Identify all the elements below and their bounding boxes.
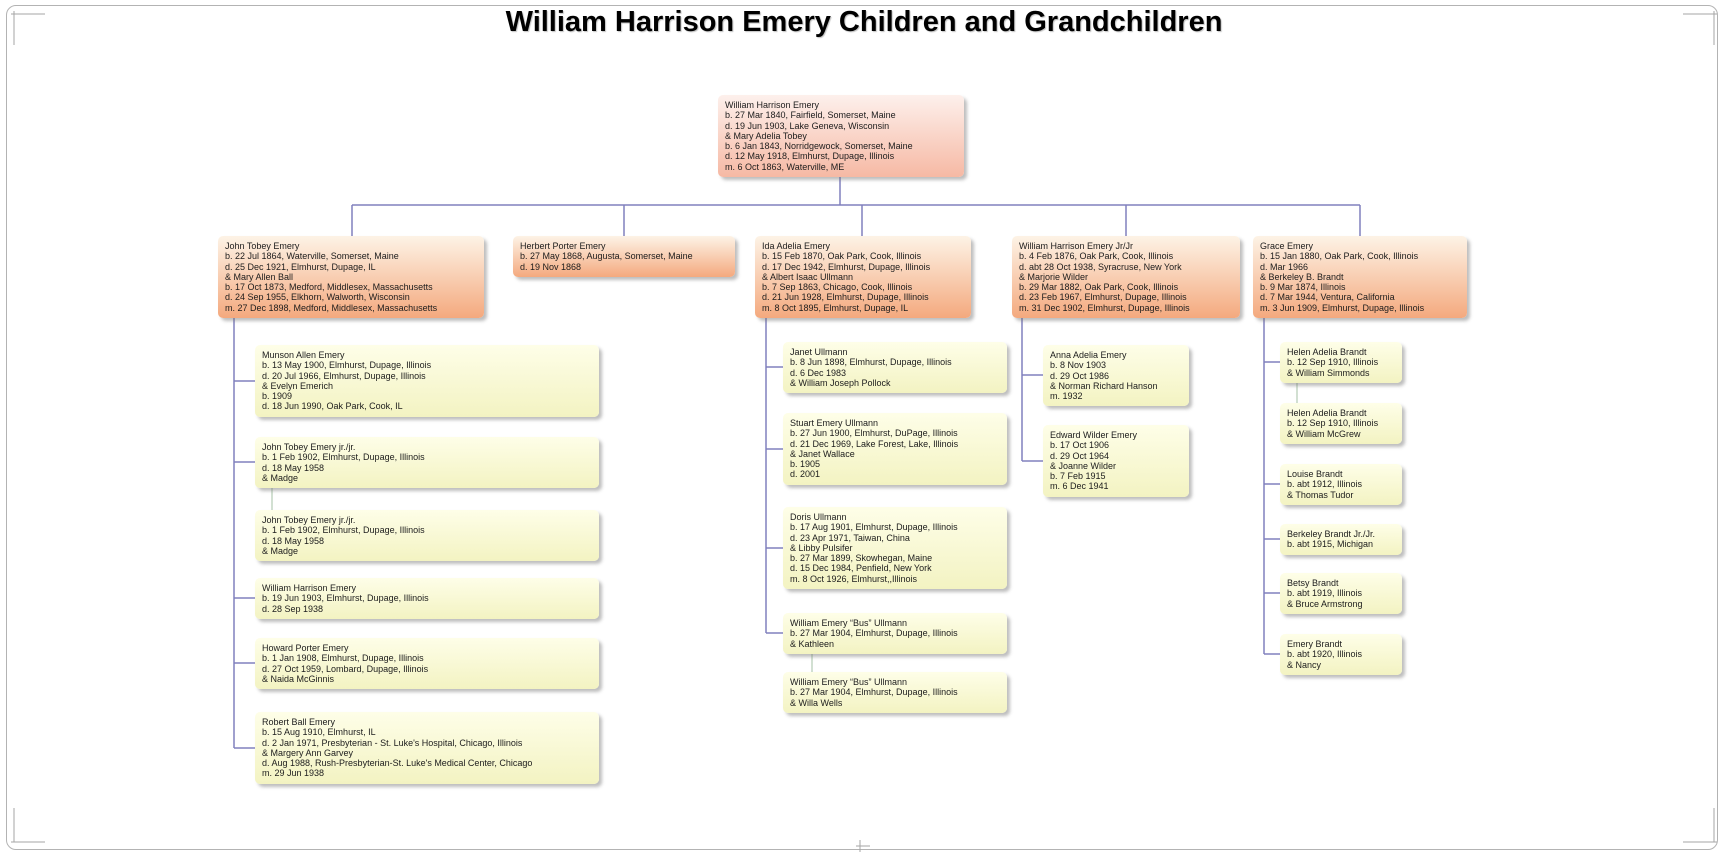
person-box-gc-emery-brandt[interactable]: Emery Brandt b. abt 1920, Illinois & Nan… [1280,634,1402,675]
crop-mark-bottom-center [856,840,870,852]
person-box-child-john-tobey-emery[interactable]: John Tobey Emery b. 22 Jul 1864, Watervi… [218,236,484,319]
person-box-gc-william-bus-ullmann-2[interactable]: William Emery “Bus” Ullmann b. 27 Mar 19… [783,672,1007,713]
crop-mark-bottom-left [11,808,45,843]
person-box-gc-louise-brandt[interactable]: Louise Brandt b. abt 1912, Illinois & Th… [1280,464,1402,505]
person-box-gc-william-harrison-emery[interactable]: William Harrison Emery b. 19 Jun 1903, E… [255,578,599,619]
crop-marks [11,11,1717,852]
descent-lines [233,177,1361,749]
duplicate-links [271,383,1298,672]
person-box-gc-william-bus-ullmann-1[interactable]: William Emery “Bus” Ullmann b. 27 Mar 19… [783,613,1007,654]
person-box-gc-anna-adelia-emery[interactable]: Anna Adelia Emery b. 8 Nov 1903 d. 29 Oc… [1043,345,1189,407]
person-box-gc-edward-wilder-emery[interactable]: Edward Wilder Emery b. 17 Oct 1906 d. 29… [1043,425,1189,497]
person-box-gc-betsy-brandt[interactable]: Betsy Brandt b. abt 1919, Illinois & Bru… [1280,573,1402,614]
person-box-child-herbert-porter-emery[interactable]: Herbert Porter Emery b. 27 May 1868, Aug… [513,236,735,277]
person-box-child-william-harrison-emery-jr[interactable]: William Harrison Emery Jr/Jr b. 4 Feb 18… [1012,236,1240,319]
person-box-gc-stuart-emery-ullmann[interactable]: Stuart Emery Ullmann b. 27 Jun 1900, Elm… [783,413,1007,485]
person-box-gc-howard-porter-emery[interactable]: Howard Porter Emery b. 1 Jan 1908, Elmhu… [255,638,599,690]
person-box-gc-john-tobey-emery-jr-1[interactable]: John Tobey Emery jr./jr. b. 1 Feb 1902, … [255,437,599,489]
person-box-child-grace-emery[interactable]: Grace Emery b. 15 Jan 1880, Oak Park, Co… [1253,236,1467,319]
person-box-gc-robert-ball-emery[interactable]: Robert Ball Emery b. 15 Aug 1910, Elmhur… [255,712,599,784]
person-box-gc-helen-adelia-brandt-1[interactable]: Helen Adelia Brandt b. 12 Sep 1910, Illi… [1280,342,1402,383]
person-box-gc-doris-ullmann[interactable]: Doris Ullmann b. 17 Aug 1901, Elmhurst, … [783,507,1007,590]
person-box-gc-berkeley-brandt-jr[interactable]: Berkeley Brandt Jr./Jr. b. abt 1915, Mic… [1280,524,1402,555]
person-box-root-william-harrison-emery[interactable]: William Harrison Emery b. 27 Mar 1840, F… [718,95,964,178]
person-box-gc-john-tobey-emery-jr-2[interactable]: John Tobey Emery jr./jr. b. 1 Feb 1902, … [255,510,599,562]
person-box-child-ida-adelia-emery[interactable]: Ida Adelia Emery b. 15 Feb 1870, Oak Par… [755,236,971,319]
chart-title: William Harrison Emery Children and Gran… [505,6,1223,38]
page-border [6,5,1718,850]
person-box-gc-janet-ullmann[interactable]: Janet Ullmann b. 8 Jun 1898, Elmhurst, D… [783,342,1007,394]
person-box-gc-helen-adelia-brandt-2[interactable]: Helen Adelia Brandt b. 12 Sep 1910, Illi… [1280,403,1402,444]
crop-mark-bottom-right [1683,808,1717,843]
person-box-gc-munson-allen-emery[interactable]: Munson Allen Emery b. 13 May 1900, Elmhu… [255,345,599,417]
crop-mark-top-right [1683,11,1717,45]
crop-mark-top-left [11,11,45,45]
